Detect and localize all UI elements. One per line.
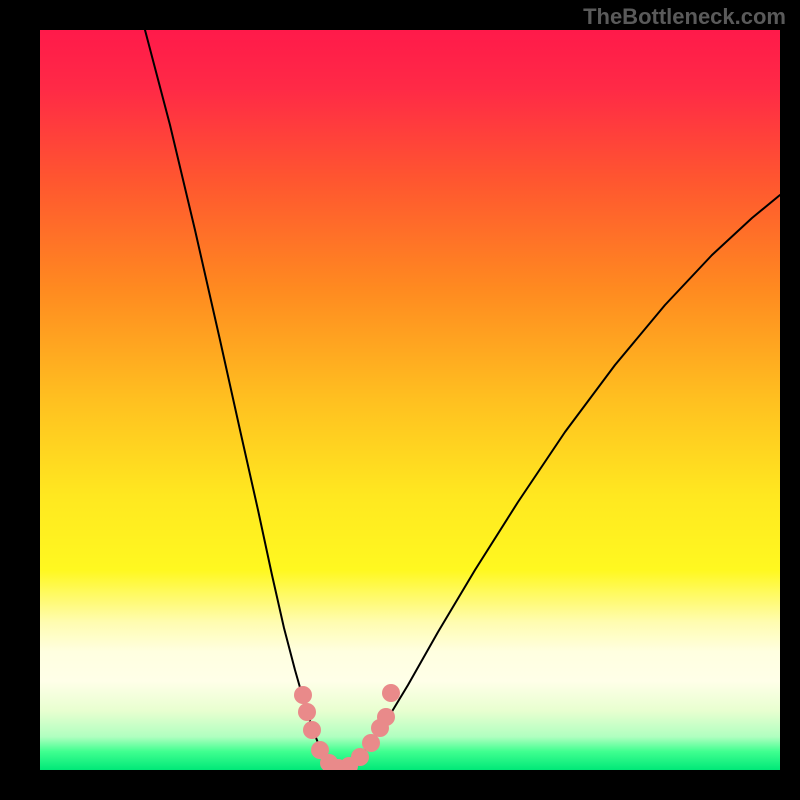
data-marker <box>303 721 321 739</box>
data-marker <box>377 708 395 726</box>
gradient-background <box>40 30 780 770</box>
data-marker <box>298 703 316 721</box>
data-marker <box>294 686 312 704</box>
watermark-text: TheBottleneck.com <box>583 4 786 30</box>
data-marker <box>382 684 400 702</box>
chart-container: TheBottleneck.com <box>0 0 800 800</box>
plot-area <box>40 30 780 770</box>
chart-svg <box>40 30 780 770</box>
data-marker <box>362 734 380 752</box>
data-marker <box>351 748 369 766</box>
